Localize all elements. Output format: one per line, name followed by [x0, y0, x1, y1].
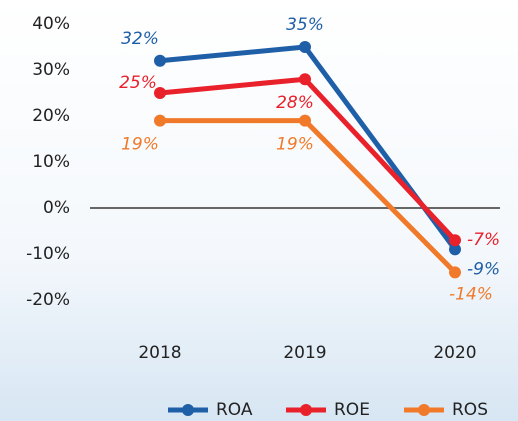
legend-marker: [418, 404, 430, 416]
legend-marker: [300, 404, 312, 416]
y-tick-label: 10%: [32, 152, 70, 172]
legend-marker: [182, 404, 194, 416]
value-label: 28%: [276, 93, 314, 113]
y-tick-label: 40%: [32, 14, 70, 34]
y-tick-label: 20%: [32, 106, 70, 126]
value-label: 32%: [121, 29, 159, 49]
y-tick-label: -20%: [26, 290, 70, 310]
y-tick-label: -10%: [26, 244, 70, 264]
point: [299, 41, 311, 53]
legend-label: ROS: [452, 400, 488, 420]
point: [299, 73, 311, 86]
value-label: -7%: [467, 230, 500, 250]
y-tick-label: 30%: [32, 60, 70, 80]
point: [154, 114, 166, 127]
legend-label: ROA: [216, 400, 253, 420]
value-label: -14%: [449, 284, 493, 304]
point: [154, 87, 166, 99]
value-label: 19%: [276, 135, 314, 155]
value-label: -9%: [467, 259, 500, 279]
x-tick-label: 2020: [433, 343, 476, 363]
point: [299, 114, 311, 127]
y-tick-label: 0%: [43, 198, 70, 218]
value-label: 35%: [286, 15, 324, 35]
x-tick-label: 2018: [138, 343, 181, 363]
point: [449, 243, 461, 256]
point: [449, 266, 461, 279]
legend-label: ROE: [334, 400, 370, 420]
x-tick-label: 2019: [283, 343, 326, 363]
point: [154, 54, 166, 67]
value-label: 19%: [121, 135, 159, 155]
value-label: 25%: [119, 73, 157, 93]
point: [449, 234, 461, 247]
